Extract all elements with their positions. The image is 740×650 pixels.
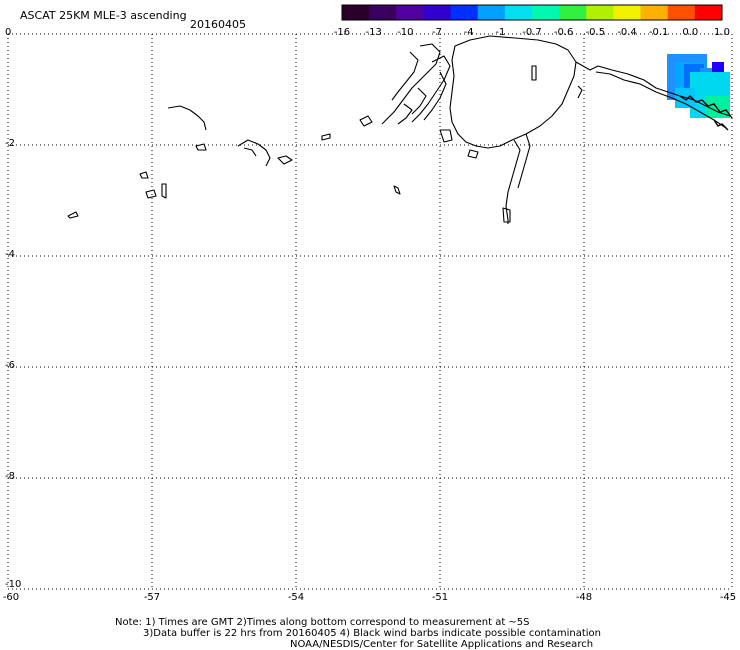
colorbar-label: -13 <box>365 27 382 38</box>
colorbar-label: -4 <box>463 27 474 38</box>
note-line-1: Note: 1) Times are GMT 2)Times along bot… <box>115 617 530 628</box>
wind-data-swath <box>667 54 730 118</box>
y-tick-label: -4 <box>5 249 15 260</box>
colorbar-border <box>341 4 723 21</box>
colorbar-segment <box>423 5 452 20</box>
colorbar <box>341 4 723 21</box>
x-tick-label: -60 <box>2 592 20 603</box>
colorbar-segment <box>342 5 370 20</box>
colorbar-segment <box>369 5 397 20</box>
colorbar-label: -7 <box>432 27 442 38</box>
colorbar-segment <box>396 5 424 20</box>
colorbar-segment <box>667 5 696 20</box>
map-title: ASCAT 25KM MLE-3 ascending <box>20 9 187 22</box>
colorbar-label: -0.5 <box>585 27 606 38</box>
x-tick-label: -45 <box>719 592 737 603</box>
coastline-detail <box>679 95 733 131</box>
colorbar-label: -0.7 <box>522 27 542 38</box>
colorbar-label: 0.0 <box>682 27 699 38</box>
y-tick-label: 0 <box>5 27 12 38</box>
colorbar-segment <box>504 5 533 20</box>
x-tick-label: -54 <box>287 592 305 603</box>
y-tick-label: -10 <box>5 579 22 590</box>
colorbar-label: -16 <box>333 27 351 38</box>
colorbar-segment <box>613 5 642 20</box>
colorbar-segment <box>477 5 506 20</box>
colorbar-label: 1.0 <box>714 27 730 38</box>
note-line-3: NOAA/NESDIS/Center for Satellite Applica… <box>290 639 594 650</box>
colorbar-segment <box>586 5 614 20</box>
note-line-2: 3)Data buffer is 22 hrs from 20160405 4)… <box>143 628 601 639</box>
colorbar-label: -1 <box>495 27 506 38</box>
coastlines <box>67 35 731 224</box>
y-tick-label: -8 <box>5 471 15 482</box>
y-tick-label: -2 <box>5 138 15 149</box>
colorbar-label: -0.4 <box>617 27 637 38</box>
x-tick-label: -57 <box>143 592 161 603</box>
colorbar-label: -0.6 <box>553 27 574 38</box>
colorbar-segment <box>450 5 479 20</box>
y-tick-label: -6 <box>5 360 15 371</box>
map-date: 20160405 <box>190 18 246 31</box>
colorbar-segment <box>559 5 587 20</box>
colorbar-label: -0.1 <box>648 27 669 38</box>
colorbar-segment <box>640 5 669 20</box>
colorbar-segment <box>694 5 723 20</box>
x-tick-label: -51 <box>431 592 449 603</box>
colorbar-segment <box>532 5 560 20</box>
colorbar-label: -10 <box>397 27 414 38</box>
grid <box>7 33 733 590</box>
x-tick-label: -48 <box>575 592 593 603</box>
